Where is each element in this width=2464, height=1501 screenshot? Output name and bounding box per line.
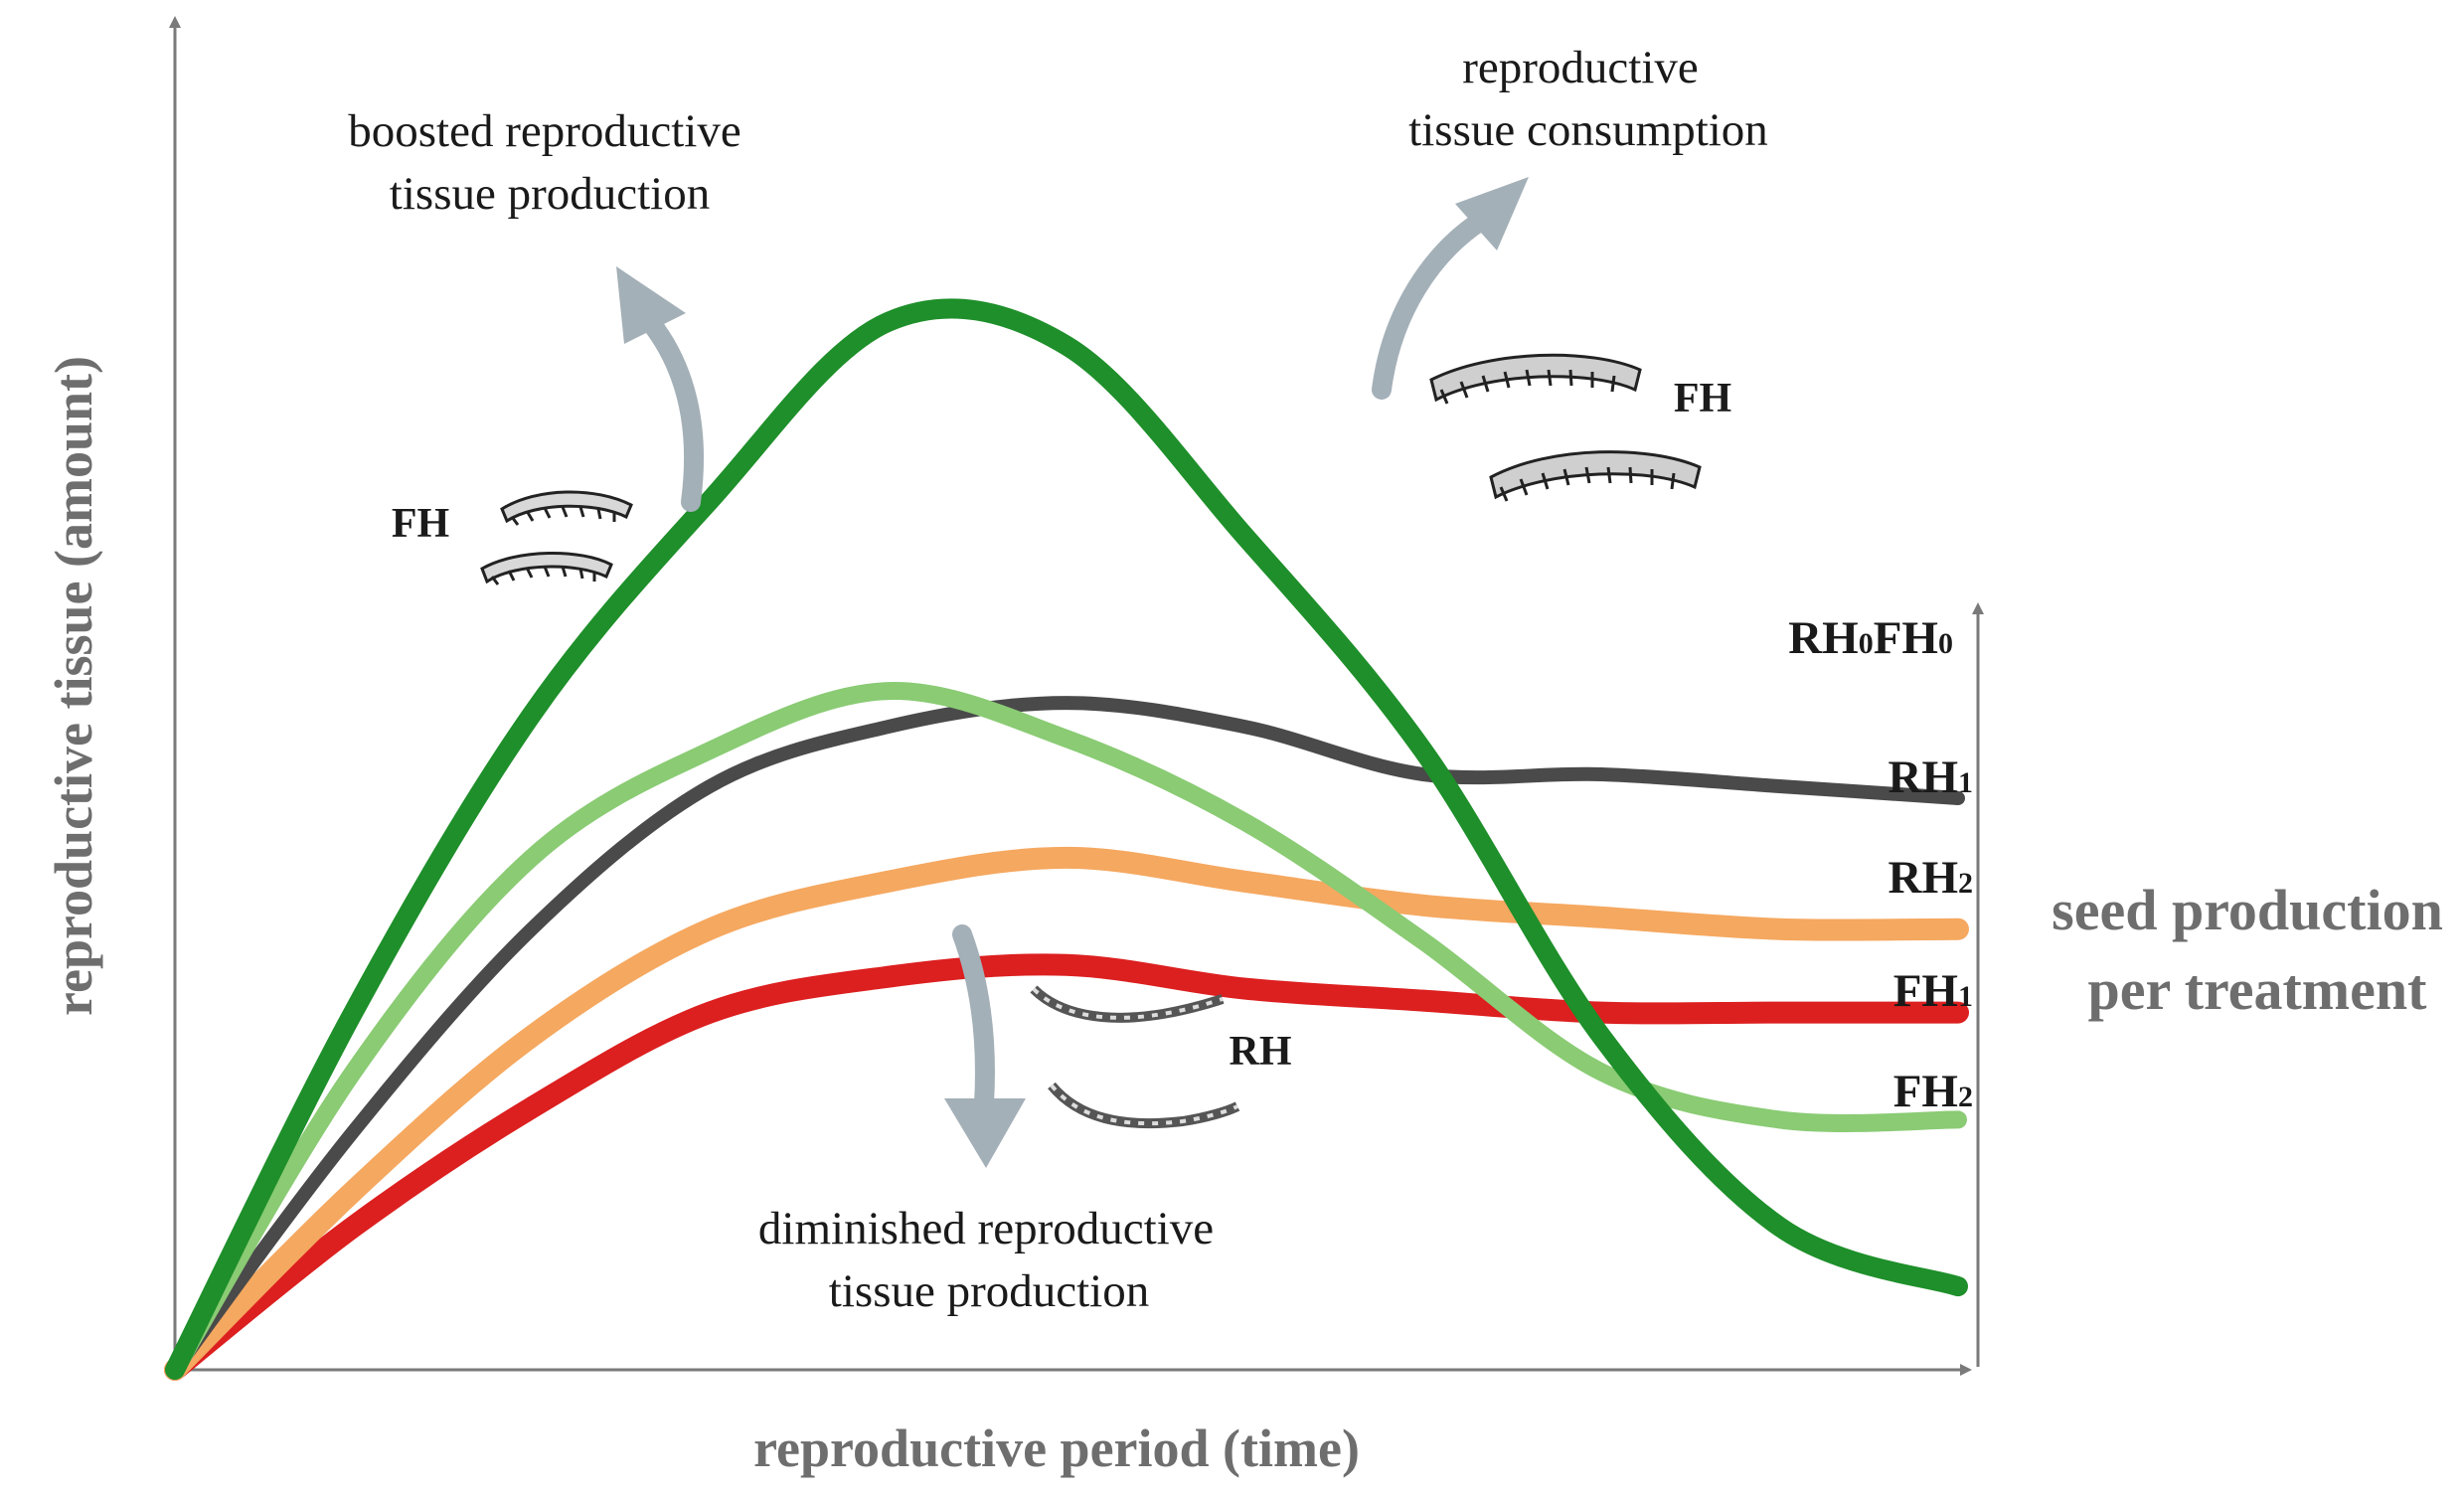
- annotation-arrows: [616, 177, 1529, 1168]
- series-label-rh1: RH1: [1889, 751, 1974, 803]
- herbivore-drawings: [480, 353, 1702, 1129]
- consumption-arrow: [1372, 211, 1491, 400]
- series-label-rh0fh0: RH0FH0: [1788, 612, 1953, 664]
- series-line-rh2: [164, 953, 1969, 1381]
- series-label-rh2: RH2: [1889, 852, 1974, 904]
- boosted-arrow: [641, 313, 705, 512]
- diminished-annotation-line2: tissue production: [829, 1265, 1149, 1317]
- fh-caterpillar-small-icon: [480, 490, 633, 585]
- y-axis-title: reproductive tissue (amount): [44, 356, 103, 1016]
- series-line-fh2: [165, 298, 1968, 1380]
- diminished-arrow: [952, 924, 995, 1113]
- boosted-annotation-line1: boosted reproductive: [348, 105, 740, 157]
- series-labels: RH0FH0 RH1 RH2 FH1 FH2: [1788, 612, 1973, 1117]
- boosted-arrow-head: [616, 266, 686, 344]
- fh-label-left: FH: [392, 501, 449, 547]
- diminished-annotation-line1: diminished reproductive: [758, 1203, 1214, 1254]
- diminished-arrow-head: [944, 1098, 1026, 1168]
- series-curves: [164, 298, 1969, 1381]
- series-line-rh0fh0: [168, 696, 1965, 1377]
- right-axis-title-line1: seed production: [2052, 878, 2443, 942]
- consumption-annotation-line2: tissue consumption: [1408, 104, 1768, 156]
- boosted-annotation-line2: tissue production: [390, 168, 710, 220]
- consumption-arrow-head: [1455, 177, 1529, 250]
- series-label-fh2: FH2: [1893, 1066, 1973, 1117]
- rh-caterpillar-icon: [1030, 985, 1240, 1129]
- consumption-annotation-line1: reproductive: [1462, 42, 1699, 93]
- rh-label: RH: [1230, 1029, 1292, 1075]
- series-label-fh1: FH1: [1893, 965, 1973, 1017]
- x-axis-title: reproductive period (time): [753, 1418, 1360, 1478]
- fh-caterpillar-large-icon: [1429, 353, 1702, 502]
- fh-label-right: FH: [1674, 376, 1731, 421]
- right-axis-title-line2: per treatment: [2088, 957, 2428, 1022]
- series-line-rh1: [164, 846, 1969, 1381]
